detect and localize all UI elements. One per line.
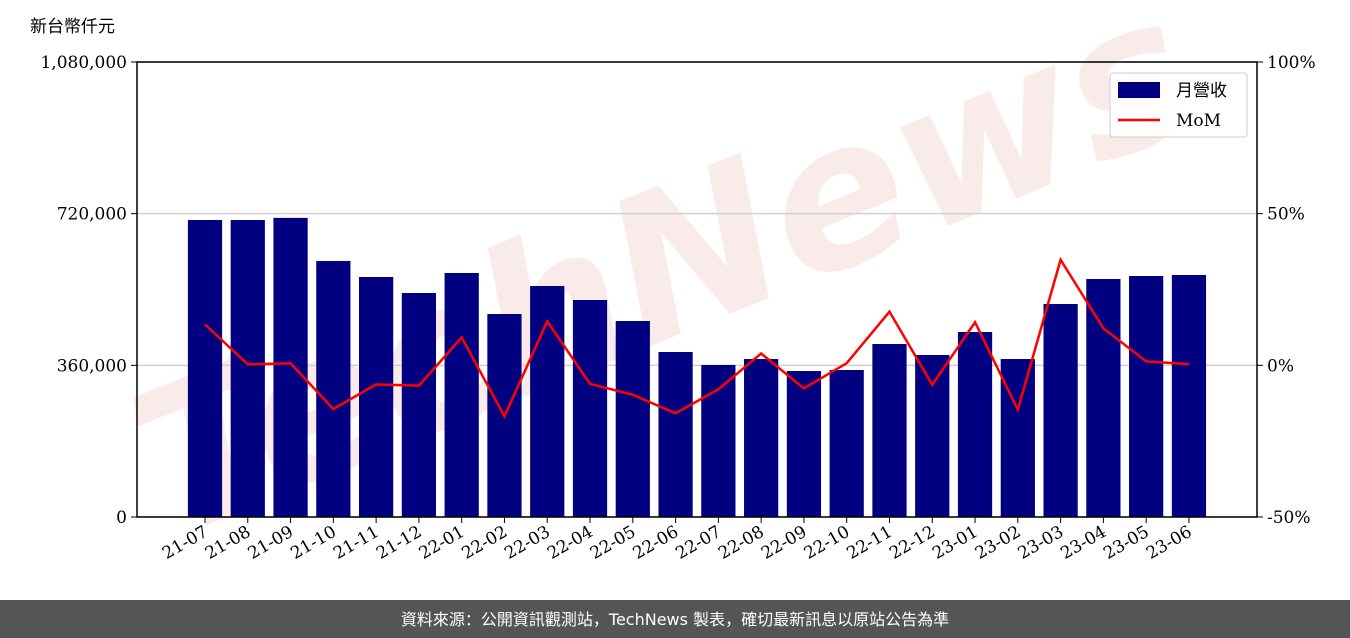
y-tick-label: 360,000 <box>57 356 127 376</box>
x-tick-label: 23-03 <box>1015 522 1067 564</box>
footer-bar <box>0 600 1350 638</box>
x-tick-label: 23-04 <box>1057 522 1109 564</box>
x-tick-label: 22-04 <box>544 522 596 564</box>
legend-swatch <box>1118 82 1160 98</box>
bar <box>316 260 351 517</box>
x-tick-label: 22-07 <box>672 522 724 564</box>
bar <box>615 321 650 517</box>
bar <box>530 286 565 517</box>
x-tick-label: 22-10 <box>801 522 853 564</box>
bar <box>1086 279 1121 517</box>
x-tick-label: 22-06 <box>630 522 682 564</box>
x-tick-label: 21-11 <box>330 522 382 564</box>
x-tick-label: 23-05 <box>1100 522 1152 564</box>
x-tick-label: 22-09 <box>758 522 810 564</box>
bar <box>915 355 950 517</box>
bar <box>230 219 265 517</box>
y2-tick-label: 100% <box>1267 53 1316 73</box>
bar <box>786 371 822 517</box>
bar <box>1129 276 1164 517</box>
x-tick-label: 23-01 <box>929 522 981 564</box>
x-tick-label: 22-05 <box>587 522 639 564</box>
plot-frame <box>136 61 1258 518</box>
y2-tick-label: -50% <box>1267 508 1311 528</box>
y2-tick-label: 0% <box>1267 356 1294 376</box>
bar <box>572 299 608 517</box>
bar <box>829 370 864 517</box>
bar <box>401 292 437 517</box>
x-tick-label: 22-08 <box>715 522 767 564</box>
x-tick-label: 22-01 <box>416 522 468 564</box>
x-tick-label: 22-03 <box>501 522 553 564</box>
x-tick-label: 22-02 <box>459 522 511 564</box>
x-tick-label: 23-02 <box>972 522 1024 564</box>
footer-text: 資料來源：公開資訊觀測站，TechNews 製表，確切最新訊息以原站公告為準 <box>401 610 949 629</box>
x-tick-label: 23-06 <box>1143 522 1195 564</box>
bar <box>872 344 907 517</box>
line <box>204 256 1190 420</box>
bar <box>359 276 394 517</box>
x-tick-label: 21-12 <box>373 522 425 564</box>
bar <box>444 272 479 517</box>
bar <box>1043 303 1078 517</box>
y2-tick-label: 50% <box>1267 205 1305 225</box>
bar <box>187 219 223 517</box>
bar <box>744 359 779 517</box>
y-axis-label: 新台幣仟元 <box>30 17 115 37</box>
bar <box>273 217 308 517</box>
legend-label: MoM <box>1176 111 1221 131</box>
y-tick-label: 0 <box>116 508 127 528</box>
legend-label: 月營收 <box>1176 81 1227 101</box>
y-tick-label: 1,080,000 <box>40 53 127 73</box>
bar <box>658 352 693 517</box>
x-tick-label: 22-12 <box>886 522 938 564</box>
x-tick-label: 22-11 <box>844 522 896 564</box>
bar <box>1171 275 1207 517</box>
bar <box>957 332 993 517</box>
y-tick-label: 720,000 <box>57 205 127 225</box>
